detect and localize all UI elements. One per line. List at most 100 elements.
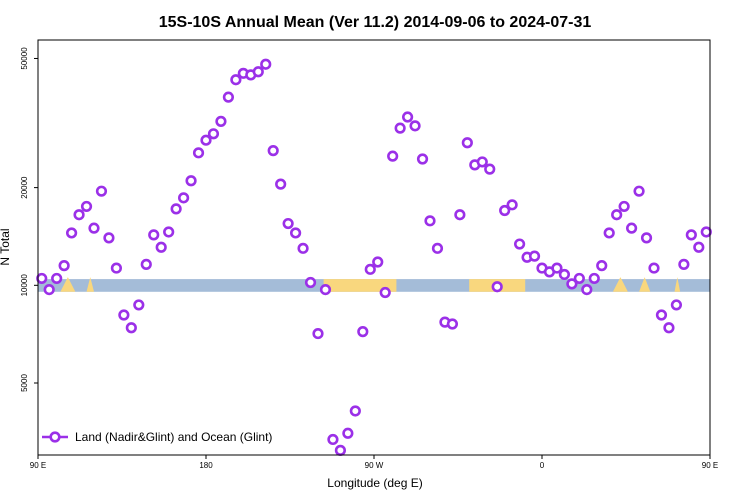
data-point xyxy=(73,209,85,221)
data-point xyxy=(581,284,593,296)
data-point xyxy=(65,227,78,239)
surface-band xyxy=(38,277,710,292)
data-point xyxy=(625,222,638,234)
data-point xyxy=(513,238,526,250)
data-point xyxy=(282,217,294,230)
data-point xyxy=(424,215,436,227)
data-point xyxy=(551,262,563,274)
data-point xyxy=(275,178,287,190)
data-point xyxy=(110,262,122,274)
data-point xyxy=(192,147,205,159)
island-bump xyxy=(639,277,651,292)
data-point xyxy=(155,241,167,253)
data-point xyxy=(588,272,600,285)
data-point xyxy=(133,299,145,311)
x-tick-label: 180 xyxy=(199,461,213,470)
island-bump xyxy=(674,277,681,292)
data-point xyxy=(290,227,302,239)
data-point xyxy=(372,256,384,268)
chart-title: 15S-10S Annual Mean (Ver 11.2) 2014-09-0… xyxy=(159,14,592,31)
data-point xyxy=(528,250,541,262)
data-point xyxy=(140,258,152,270)
data-point xyxy=(700,226,712,238)
data-point xyxy=(446,318,459,330)
data-point xyxy=(364,263,376,275)
data-point xyxy=(670,299,683,311)
data-point xyxy=(693,241,705,253)
data-point xyxy=(454,209,466,221)
data-point xyxy=(230,74,242,86)
island-bump xyxy=(86,277,94,292)
data-point xyxy=(170,203,182,215)
data-point xyxy=(88,222,100,234)
x-tick-label: 90 W xyxy=(365,461,384,470)
y-tick-label: 10000 xyxy=(20,274,29,297)
data-point xyxy=(394,122,406,134)
data-point xyxy=(655,309,668,321)
y-tick-label: 20000 xyxy=(20,176,29,199)
data-point xyxy=(80,200,93,213)
data-point xyxy=(566,278,578,290)
data-point xyxy=(163,226,175,238)
data-point xyxy=(260,58,272,70)
data-point xyxy=(499,204,511,217)
data-point xyxy=(685,229,697,241)
x-tick-label: 90 E xyxy=(702,461,718,470)
data-point xyxy=(640,232,653,244)
data-point xyxy=(603,227,615,239)
data-point xyxy=(461,137,473,149)
data-point xyxy=(185,175,197,187)
data-point xyxy=(36,272,48,285)
data-point xyxy=(312,327,324,340)
data-point xyxy=(379,286,391,299)
data-point xyxy=(222,91,234,103)
y-axis-label: N Total xyxy=(0,228,12,265)
data-point xyxy=(342,427,354,439)
data-point xyxy=(200,134,212,146)
land-segment xyxy=(323,279,397,292)
data-point xyxy=(387,150,399,162)
data-point xyxy=(297,242,309,254)
data-point xyxy=(573,272,585,285)
data-point xyxy=(491,281,503,293)
data-point xyxy=(252,66,264,78)
x-tick-label: 0 xyxy=(540,461,545,470)
island-bump xyxy=(60,277,76,292)
data-point xyxy=(103,232,115,244)
data-point xyxy=(207,128,220,140)
data-point xyxy=(327,433,339,446)
y-tick-label: 50000 xyxy=(20,47,29,70)
data-point xyxy=(349,405,361,417)
y-tick-label: 5000 xyxy=(20,374,29,392)
data-point xyxy=(178,192,190,204)
data-point xyxy=(618,200,630,213)
data-point xyxy=(319,284,332,296)
data-point xyxy=(148,229,160,241)
data-points xyxy=(36,58,712,456)
data-point xyxy=(558,268,571,281)
data-point xyxy=(611,209,623,221)
data-point xyxy=(416,153,429,165)
data-point xyxy=(118,309,130,321)
data-point xyxy=(58,260,70,272)
x-tick-label: 90 E xyxy=(30,461,46,470)
legend: Land (Nadir&Glint) and Ocean (Glint) xyxy=(42,430,272,444)
data-point xyxy=(663,322,675,334)
data-point xyxy=(596,260,608,272)
data-point xyxy=(51,272,63,285)
data-point xyxy=(678,258,690,270)
data-point xyxy=(648,262,660,274)
data-point xyxy=(304,276,317,289)
plot-frame xyxy=(37,39,711,456)
data-point xyxy=(633,185,645,197)
x-axis-label: Longitude (deg E) xyxy=(327,476,422,490)
data-point xyxy=(267,145,279,157)
data-point xyxy=(357,326,369,338)
legend-marker xyxy=(49,431,61,443)
data-point xyxy=(409,120,421,132)
data-point xyxy=(125,322,137,334)
data-point xyxy=(506,199,518,211)
data-point xyxy=(476,156,488,168)
data-point xyxy=(215,115,227,127)
